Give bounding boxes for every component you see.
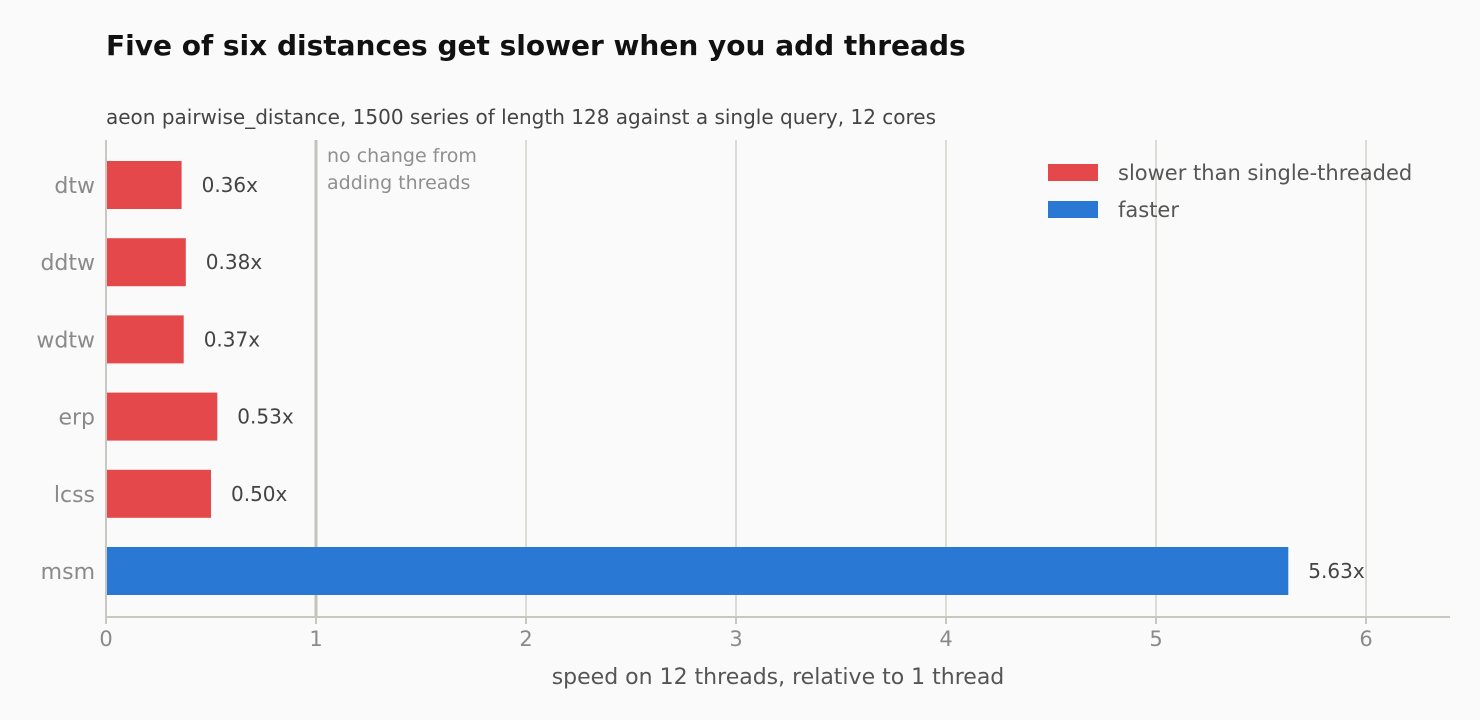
chart-title: Five of six distances get slower when yo… (106, 29, 966, 62)
reference-line-group: no change from adding threads (314, 140, 477, 617)
bar-msm (106, 547, 1289, 595)
bar-erp (106, 392, 218, 441)
category-label-lcss: lcss (54, 483, 95, 508)
category-label-msm: msm (41, 560, 95, 585)
category-label-ddtw: ddtw (40, 251, 95, 276)
x-tick-label-0: 0 (99, 627, 112, 651)
bars: dtw 0.36x ddtw 0.38x wdtw 0.37x erp 0.53x lcss 0.… (36, 161, 1365, 595)
value-label-erp: 0.53x (237, 405, 294, 429)
category-label-dtw: dtw (54, 174, 95, 199)
legend-swatch-faster (1048, 201, 1098, 218)
reference-annotation-line: no change from (327, 145, 477, 167)
value-label-lcss: 0.50x (231, 482, 288, 506)
x-tick-label-3: 3 (729, 627, 742, 651)
bar-ddtw (106, 238, 186, 287)
value-label-dtw: 0.36x (202, 173, 259, 197)
x-axis-title: speed on 12 threads, relative to 1 threa… (552, 665, 1005, 690)
x-tick-label-1: 1 (309, 627, 322, 651)
reference-annotation: no change from adding threads (327, 145, 477, 194)
reference-annotation-line: adding threads (327, 172, 470, 194)
bar-dtw (106, 161, 182, 209)
grid (525, 140, 1367, 617)
category-label-wdtw: wdtw (36, 328, 95, 353)
legend-swatch-slower (1048, 164, 1098, 181)
axes: 0 1 2 3 4 5 6 (99, 140, 1450, 651)
legend: slower than single-threaded faster (1048, 161, 1412, 222)
x-tick-label-4: 4 (939, 627, 952, 651)
bar-wdtw (106, 315, 184, 364)
legend-label-slower: slower than single-threaded (1118, 161, 1412, 185)
value-label-ddtw: 0.38x (206, 250, 263, 274)
x-tick-label-2: 2 (519, 627, 532, 651)
value-label-wdtw: 0.37x (204, 327, 261, 351)
x-tick-label-6: 6 (1359, 627, 1372, 651)
x-tick-label-5: 5 (1149, 627, 1162, 651)
bar-lcss (106, 469, 211, 518)
value-label-msm: 5.63x (1308, 559, 1365, 583)
legend-label-faster: faster (1118, 198, 1179, 222)
category-label-erp: erp (58, 406, 95, 431)
chart-subtitle: aeon pairwise_distance, 1500 series of l… (106, 105, 936, 129)
